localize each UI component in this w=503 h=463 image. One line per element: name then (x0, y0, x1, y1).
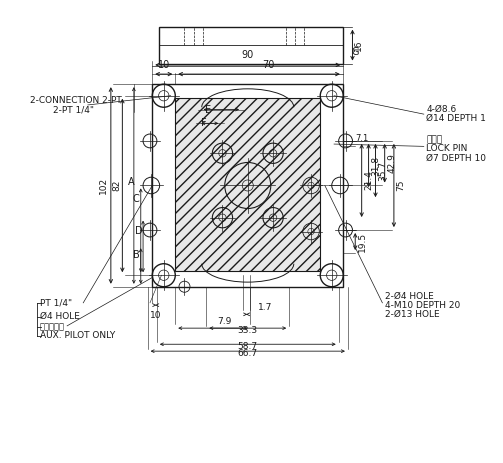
Text: 7.9: 7.9 (217, 317, 232, 326)
Text: 1.7: 1.7 (258, 304, 273, 313)
Text: F: F (201, 119, 206, 128)
Text: 16: 16 (354, 39, 363, 51)
Text: 102: 102 (100, 177, 109, 194)
Text: 35.7: 35.7 (378, 161, 387, 181)
Text: 10: 10 (150, 311, 161, 319)
Text: 10: 10 (157, 61, 170, 70)
Text: 90: 90 (241, 50, 254, 60)
Text: PT 1/4": PT 1/4" (40, 298, 71, 307)
Text: C: C (133, 194, 139, 204)
Text: 82: 82 (112, 180, 121, 191)
Text: 31.8: 31.8 (371, 156, 380, 175)
Text: 4-Ø8.6: 4-Ø8.6 (426, 105, 456, 114)
Text: 輔助引導孔: 輔助引導孔 (40, 322, 64, 331)
Text: 4-M10 DEPTH 20: 4-M10 DEPTH 20 (385, 300, 460, 310)
Text: 42.9: 42.9 (387, 153, 396, 173)
Text: 2-Ø13 HOLE: 2-Ø13 HOLE (385, 310, 439, 319)
Text: Ø4 HOLE: Ø4 HOLE (40, 312, 79, 321)
Text: 2-PT 1/4": 2-PT 1/4" (53, 105, 95, 114)
Text: 66.7: 66.7 (238, 349, 258, 358)
Bar (159, 27, 343, 63)
Text: 75: 75 (396, 180, 405, 191)
Text: AUX. PILOT ONLY: AUX. PILOT ONLY (40, 332, 115, 340)
Text: 33.3: 33.3 (238, 326, 258, 335)
Text: LOCK PIN: LOCK PIN (426, 144, 467, 153)
Text: 7.1: 7.1 (355, 134, 369, 143)
Text: Ø7 DEPTH 10: Ø7 DEPTH 10 (426, 153, 486, 163)
Text: 21.4: 21.4 (364, 170, 373, 190)
Text: Ø14 DEPTH 1: Ø14 DEPTH 1 (426, 114, 486, 123)
Text: A: A (128, 177, 135, 187)
Text: G: G (351, 48, 359, 57)
Bar (152, 84, 343, 287)
Text: 58.7: 58.7 (238, 342, 258, 351)
Text: 2-Ø4 HOLE: 2-Ø4 HOLE (385, 291, 434, 300)
Bar (175, 98, 320, 270)
Text: 2-CONNECTION 2-PT: 2-CONNECTION 2-PT (30, 96, 122, 105)
Text: 70: 70 (262, 61, 275, 70)
Text: B: B (133, 250, 139, 259)
Text: 19.5: 19.5 (358, 232, 367, 251)
Text: 固定醐: 固定醐 (426, 135, 442, 144)
Text: E: E (205, 105, 211, 114)
Text: D: D (135, 226, 142, 237)
